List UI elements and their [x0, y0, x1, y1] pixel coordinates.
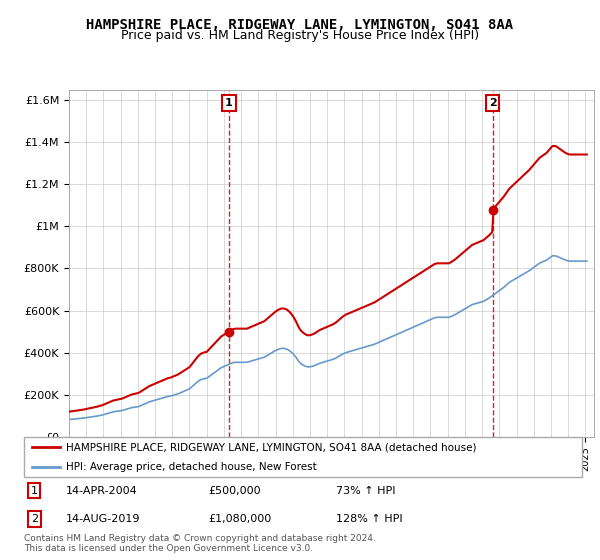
Text: 14-AUG-2019: 14-AUG-2019 [66, 514, 140, 524]
Text: 2: 2 [31, 514, 38, 524]
Text: HAMPSHIRE PLACE, RIDGEWAY LANE, LYMINGTON, SO41 8AA (detached house): HAMPSHIRE PLACE, RIDGEWAY LANE, LYMINGTO… [66, 442, 476, 452]
Text: 14-APR-2004: 14-APR-2004 [66, 486, 137, 496]
Text: 2: 2 [489, 98, 497, 108]
Text: £1,080,000: £1,080,000 [208, 514, 271, 524]
Text: Price paid vs. HM Land Registry's House Price Index (HPI): Price paid vs. HM Land Registry's House … [121, 29, 479, 42]
Text: HAMPSHIRE PLACE, RIDGEWAY LANE, LYMINGTON, SO41 8AA: HAMPSHIRE PLACE, RIDGEWAY LANE, LYMINGTO… [86, 18, 514, 32]
Text: 128% ↑ HPI: 128% ↑ HPI [337, 514, 403, 524]
Text: 1: 1 [225, 98, 233, 108]
FancyBboxPatch shape [24, 437, 582, 477]
Text: HPI: Average price, detached house, New Forest: HPI: Average price, detached house, New … [66, 463, 317, 473]
Text: £500,000: £500,000 [208, 486, 261, 496]
Text: 1: 1 [31, 486, 38, 496]
Text: Contains HM Land Registry data © Crown copyright and database right 2024.
This d: Contains HM Land Registry data © Crown c… [24, 534, 376, 553]
Text: 73% ↑ HPI: 73% ↑ HPI [337, 486, 396, 496]
